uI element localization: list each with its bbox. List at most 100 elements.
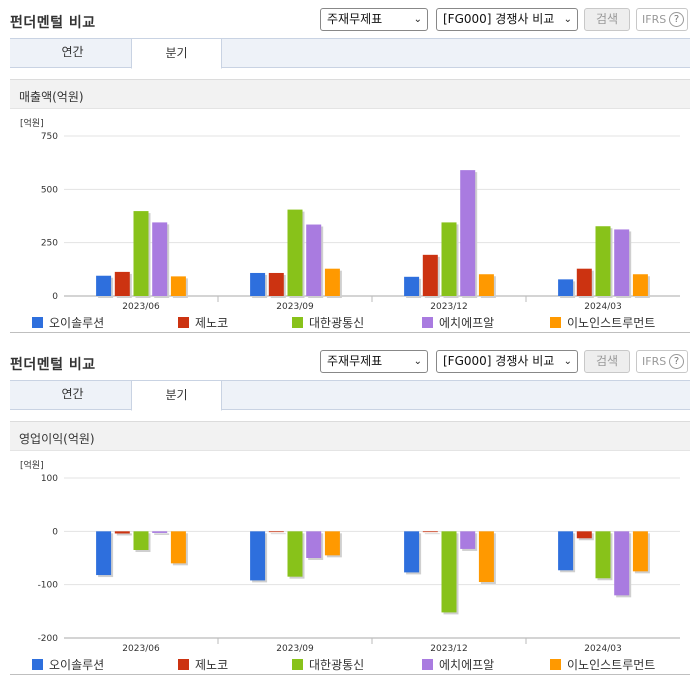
y-tick-label: -200 [38,634,59,644]
bar [558,531,574,571]
legend-label: 대한광통신 [309,316,365,330]
panel-header: 펀더멘털 비교 주재무제표 ⌄ [FG000] 경쟁사 비교 ⌄ 검색 IFRS? [0,0,696,38]
bar [170,531,186,564]
legend-item[interactable]: 대한광통신 [292,656,364,672]
y-tick-label: -100 [38,581,59,591]
x-tick-label: 2023/06 [122,302,160,310]
bar [324,531,340,556]
legend-item[interactable]: 에치에프알 [422,314,494,330]
chevron-down-icon: ⌄ [563,356,572,367]
statement-select-value: 주재무제표 [327,12,383,26]
period-tabs: 연간 분기 [10,380,690,411]
legend-item[interactable]: 제노코 [178,314,228,330]
statement-select[interactable]: 주재무제표 ⌄ [320,350,428,373]
legend-swatch [292,317,303,328]
bar [250,272,266,296]
legend-item[interactable]: 대한광통신 [292,314,364,330]
panel-title: 펀더멘털 비교 [10,357,96,373]
period-tabs: 연간 분기 [10,38,690,69]
chevron-down-icon: ⌄ [413,14,422,25]
bar [268,272,284,296]
bar [96,531,112,576]
chart-title-bar: 매출액(억원) [10,79,690,109]
peer-group-select-value: [FG000] 경쟁사 비교 [443,12,555,26]
bar-shadow [424,533,440,535]
tab-annual[interactable]: 연간 [61,387,84,401]
legend-swatch [178,317,189,328]
bar [595,226,611,296]
y-tick-label: 0 [52,527,58,537]
help-icon: ? [669,354,684,369]
revenue-panel: 펀더멘털 비교 주재무제표 ⌄ [FG000] 경쟁사 비교 ⌄ 검색 IFRS? … [0,0,696,333]
ifrs-button[interactable]: IFRS? [636,350,688,373]
statement-select[interactable]: 주재무제표 ⌄ [320,8,428,31]
legend-item[interactable]: 이노인스트루먼트 [550,656,655,672]
bar [268,531,284,533]
tab-quarterly[interactable]: 분기 [131,380,222,411]
x-tick-label: 2024/03 [584,302,621,310]
bar [306,224,322,296]
bar [133,531,149,550]
unit-label: [억원] [20,459,44,471]
revenue-bar-chart: [억원] 0 250 500 750 2023/06 2023/09 2023/12 2024/… [20,117,680,310]
x-tick-label: 2024/03 [584,644,621,652]
x-tick-label: 2023/12 [430,644,467,652]
chart-title-bar: 영업이익(억원) [10,421,690,451]
peer-group-select-value: [FG000] 경쟁사 비교 [443,354,555,368]
legend-label: 대한광통신 [309,658,365,672]
tab-quarterly[interactable]: 분기 [131,38,222,69]
statement-select-value: 주재무제표 [327,354,383,368]
unit-label: [억원] [20,117,44,129]
legend-label: 에치에프알 [439,658,495,672]
bar [576,268,592,296]
bar [595,531,611,579]
bar [441,222,457,296]
legend-swatch [422,659,433,670]
legend-swatch [422,317,433,328]
x-tick-label: 2023/09 [276,302,314,310]
ifrs-button[interactable]: IFRS? [636,8,688,31]
bar [460,170,476,296]
legend-label: 제노코 [195,658,229,672]
ifrs-label: IFRS [642,355,667,368]
legend-item[interactable]: 오이솔루션 [32,656,104,672]
legend-swatch [292,659,303,670]
legend-item[interactable]: 이노인스트루먼트 [550,314,655,330]
search-button[interactable]: 검색 [584,350,630,373]
legend-swatch [178,659,189,670]
chevron-down-icon: ⌄ [413,356,422,367]
bar [422,531,438,533]
ifrs-label: IFRS [642,13,667,26]
y-tick-label: 100 [41,474,58,484]
chart-legend: 오이솔루션 제노코 대한광통신 에치에프알 이노인스트루먼트 [10,653,690,675]
x-tick-label: 2023/09 [276,644,314,652]
bar [478,531,494,582]
bar-shadow [270,533,286,535]
chevron-down-icon: ⌄ [563,14,572,25]
legend-item[interactable]: 에치에프알 [422,656,494,672]
bar [422,254,438,296]
panel-title: 펀더멘털 비교 [10,15,96,31]
legend-item[interactable]: 오이솔루션 [32,314,104,330]
legend-item[interactable]: 제노코 [178,656,228,672]
bar [632,274,648,296]
bar [250,531,266,581]
bar [632,531,648,572]
tab-annual[interactable]: 연간 [61,45,84,59]
y-tick-label: 750 [41,132,58,142]
search-button[interactable]: 검색 [584,8,630,31]
bar [306,531,322,558]
bar [614,229,630,296]
peer-group-select[interactable]: [FG000] 경쟁사 비교 ⌄ [436,8,578,31]
operating-profit-bar-chart: [억원] -200 -100 0 100 2023/06 2023/09 2023/12 202… [20,459,680,652]
bar [114,271,130,296]
bar [460,531,476,549]
x-tick-label: 2023/06 [122,644,160,652]
operating-profit-panel: 펀더멘털 비교 주재무제표 ⌄ [FG000] 경쟁사 비교 ⌄ 검색 IFRS? … [0,342,696,684]
y-tick-label: 500 [41,185,58,195]
legend-swatch [550,317,561,328]
peer-group-select[interactable]: [FG000] 경쟁사 비교 ⌄ [436,350,578,373]
bar [133,211,149,296]
legend-label: 이노인스트루먼트 [567,316,656,330]
legend-label: 오이솔루션 [49,316,105,330]
